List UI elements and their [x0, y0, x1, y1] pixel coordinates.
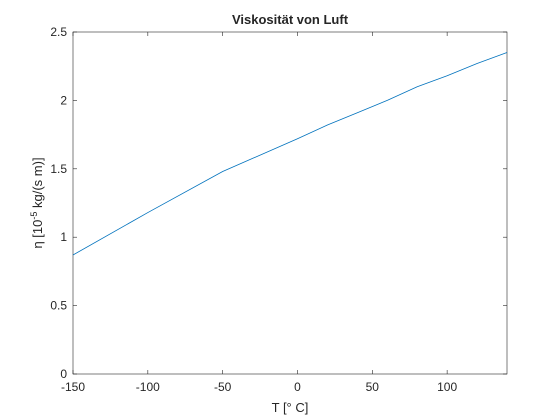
y-label-suffix: kg/(s m)]	[30, 157, 45, 211]
y-tick-label: 0.5	[50, 299, 67, 313]
x-axis-label: T [° C]	[272, 400, 309, 415]
x-tick-label: -50	[214, 380, 232, 394]
x-tick-label: 50	[366, 380, 380, 394]
x-tick-label: -100	[136, 380, 160, 394]
y-tick-label: 2.5	[50, 25, 67, 39]
y-label-exponent: -5	[29, 212, 39, 220]
y-label-prefix: η [10	[30, 220, 45, 249]
chart-title: Viskosität von Luft	[232, 12, 349, 27]
y-tick-label: 1.5	[50, 162, 67, 176]
x-tick-label: -150	[61, 380, 85, 394]
y-tick-label: 2	[60, 93, 67, 107]
x-tick-label: 0	[294, 380, 301, 394]
x-tick-label: 100	[437, 380, 457, 394]
data-line	[72, 52, 508, 256]
axes-box	[72, 31, 508, 375]
y-axis-label: η [10-5 kg/(s m)]	[29, 157, 45, 248]
y-tick-label: 0	[60, 367, 67, 381]
y-tick-label: 1	[60, 230, 67, 244]
